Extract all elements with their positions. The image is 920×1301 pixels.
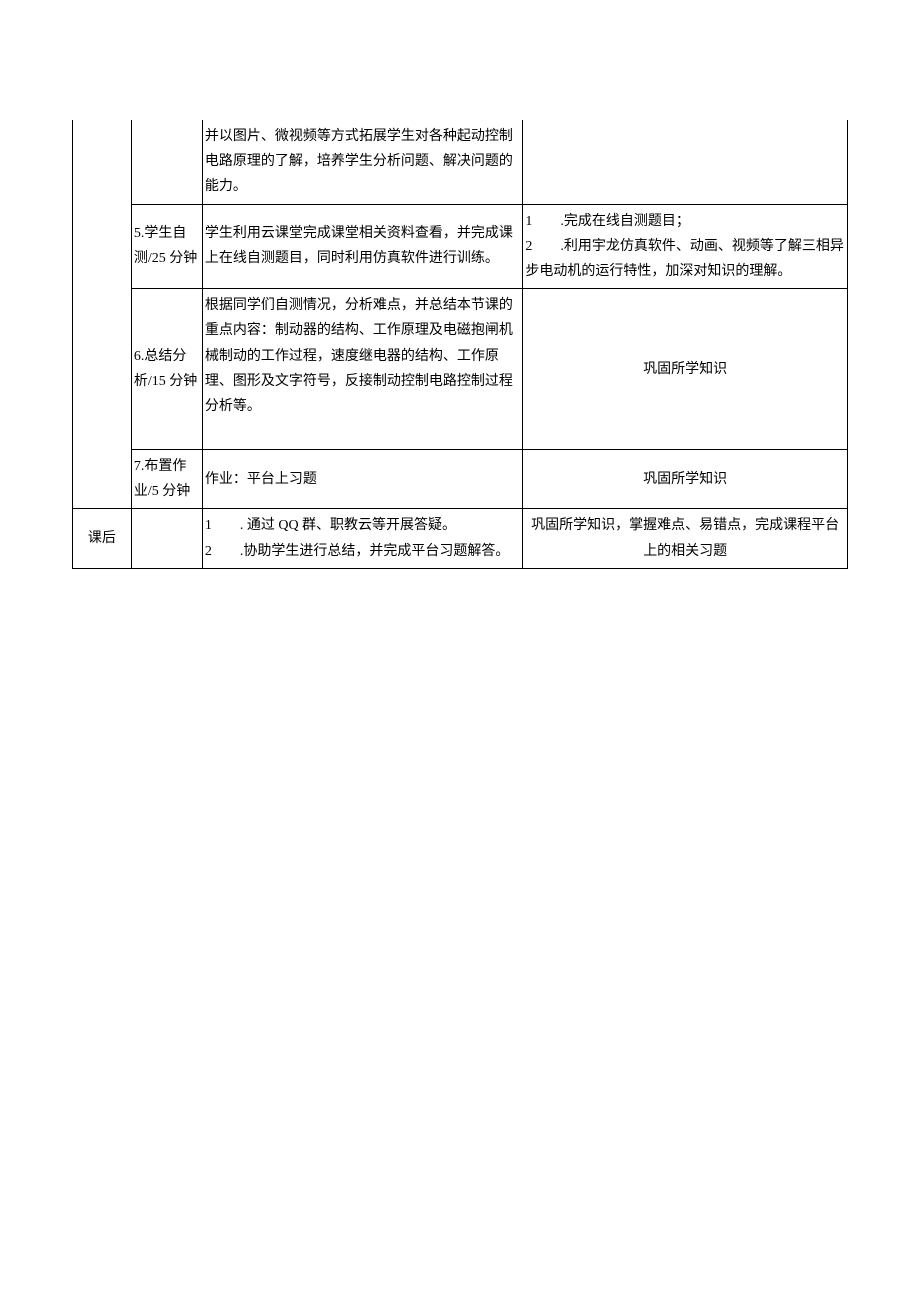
step-cell-continuation [131, 120, 202, 204]
list-text: .利用宇龙仿真软件、动画、视频等了解三相异步电动机的运行特性，加深对知识的理解。 [525, 239, 844, 279]
student-activity-cell: 1 .完成在线自测题目； 2 .利用宇龙仿真软件、动画、视频等了解三相异步电动机… [523, 204, 848, 289]
student-activity-cell: 巩固所学知识 [523, 289, 848, 450]
teacher-activity-cell: 学生利用云课堂完成课堂相关资料查看，并完成课上在线自测题目，同时利用仿真软件进行… [202, 204, 523, 289]
step-cell: 7.布置作业/5 分钟 [131, 450, 202, 509]
table-row: 5.学生自测/25 分钟 学生利用云课堂完成课堂相关资料查看，并完成课上在线自测… [73, 204, 848, 289]
step-cell-empty [131, 509, 202, 568]
teacher-activity-cell: 根据同学们自测情况，分析难点，并总结本节课的重点内容：制动器的结构、工作原理及电… [202, 289, 523, 450]
list-text: . 通过 QQ 群、职教云等开展答疑。 [240, 518, 456, 533]
list-text: .完成在线自测题目； [560, 214, 690, 229]
teacher-activity-cell: 并以图片、微视频等方式拓展学生对各种起动控制电路原理的了解，培养学生分析问题、解… [202, 120, 523, 204]
student-activity-cell: 巩固所学知识，掌握难点、易错点，完成课程平台上的相关习题 [523, 509, 848, 568]
student-activity-cell: 巩固所学知识 [523, 450, 848, 509]
list-number: 2 [205, 544, 212, 559]
teacher-activity-cell: 1 . 通过 QQ 群、职教云等开展答疑。 2 .协助学生进行总结，并完成平台习… [202, 509, 523, 568]
table-row: 7.布置作业/5 分钟 作业：平台上习题 巩固所学知识 [73, 450, 848, 509]
list-number: 1 [205, 518, 212, 533]
table-row: 课后 1 . 通过 QQ 群、职教云等开展答疑。 2 .协助学生进行总结，并完成… [73, 509, 848, 568]
lesson-plan-table: 并以图片、微视频等方式拓展学生对各种起动控制电路原理的了解，培养学生分析问题、解… [72, 120, 848, 569]
table-row: 6.总结分析/15 分钟 根据同学们自测情况，分析难点，并总结本节课的重点内容：… [73, 289, 848, 450]
list-text: .协助学生进行总结，并完成平台习题解答。 [240, 544, 510, 559]
list-number: 1 [525, 214, 532, 229]
step-cell: 6.总结分析/15 分钟 [131, 289, 202, 450]
table-row: 并以图片、微视频等方式拓展学生对各种起动控制电路原理的了解，培养学生分析问题、解… [73, 120, 848, 204]
phase-cell: 课后 [73, 509, 132, 568]
phase-cell-empty [73, 120, 132, 509]
list-number: 2 [525, 239, 532, 254]
teacher-activity-cell: 作业：平台上习题 [202, 450, 523, 509]
student-activity-cell-empty [523, 120, 848, 204]
step-cell: 5.学生自测/25 分钟 [131, 204, 202, 289]
